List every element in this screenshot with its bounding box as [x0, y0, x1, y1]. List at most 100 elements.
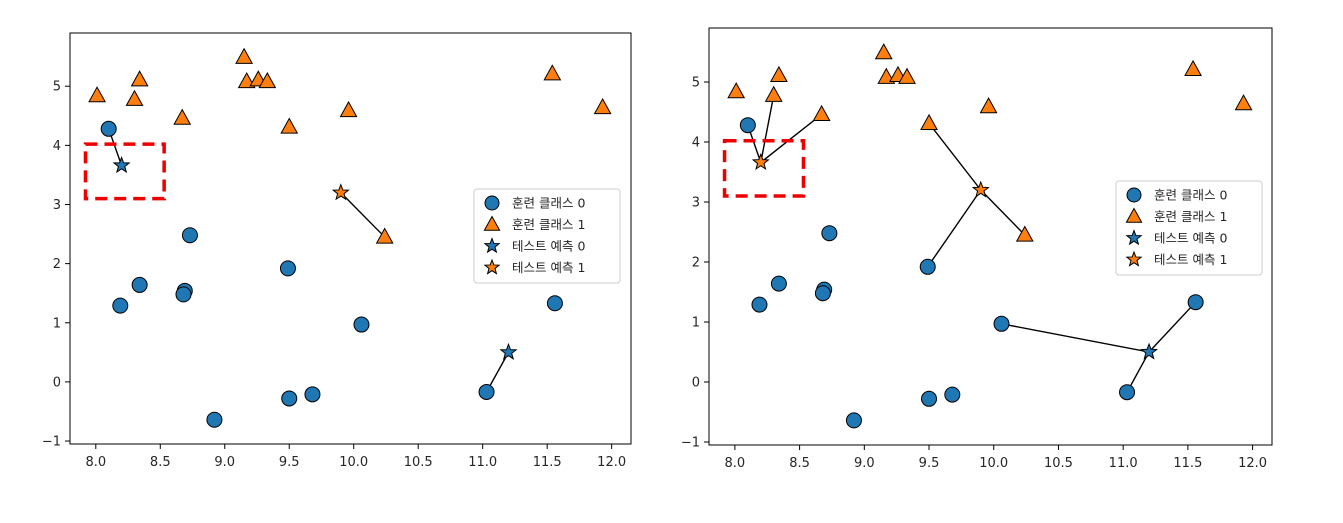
- x-tick-label: 9.5: [919, 456, 940, 471]
- y-tick-label: 4: [692, 136, 700, 151]
- legend: 훈련 클래스 0 훈련 클래스 1 테스트 예측 0 테스트 예측 1: [1115, 180, 1263, 276]
- y-tick-label: 1: [692, 316, 700, 331]
- y-tick-label: 1: [53, 316, 61, 331]
- plot-area-frame: [708, 27, 1273, 446]
- x-tick-label: 11.0: [1109, 456, 1138, 471]
- legend-label: 테스트 예측 0: [1154, 231, 1227, 246]
- train-class0-point: [100, 120, 117, 137]
- y-tick-label: 2: [53, 257, 61, 272]
- legend-class1-marker: [483, 215, 501, 231]
- neighbor-line: [980, 189, 1026, 236]
- y-tick-label: 0: [692, 376, 700, 391]
- train-class0-point: [919, 258, 936, 275]
- test-pred0-point: [1140, 342, 1159, 360]
- test-pred1-point: [971, 180, 990, 198]
- neighbor-line: [1001, 323, 1150, 353]
- train-class0-point: [1187, 294, 1204, 311]
- legend-label: 테스트 예측 1: [1154, 252, 1227, 267]
- train-class1-point: [979, 97, 998, 114]
- y-tick-label: 5: [53, 80, 61, 95]
- y-tick-label: 3: [692, 196, 700, 211]
- legend-label: 훈련 클래스 1: [512, 217, 585, 232]
- x-tick-label: 10.5: [404, 455, 433, 470]
- train-class0-point: [181, 227, 198, 244]
- train-class1-point: [173, 108, 192, 125]
- x-tick-label: 11.0: [468, 455, 497, 470]
- train-class1-point: [727, 82, 746, 99]
- train-class1-point: [543, 64, 562, 81]
- neighbor-line: [1148, 301, 1197, 353]
- train-class0-point: [944, 386, 961, 403]
- train-class0-point: [814, 285, 831, 302]
- x-tick-label: 8.0: [725, 456, 746, 471]
- legend-label: 훈련 클래스 0: [1154, 188, 1227, 203]
- train-class0-point: [353, 316, 370, 333]
- x-tick-label: 8.5: [150, 455, 171, 470]
- x-tick-label: 12.0: [1238, 456, 1267, 471]
- neighbor-line: [760, 95, 775, 163]
- x-tick-label: 9.0: [214, 455, 235, 470]
- highlight-box: [722, 139, 806, 198]
- neighbor-line: [927, 189, 982, 268]
- train-class1-point: [130, 70, 149, 87]
- train-class1-point: [339, 100, 358, 118]
- train-class1-point: [874, 43, 893, 60]
- legend-class0-marker: [1126, 187, 1142, 203]
- train-class1-point: [235, 47, 254, 64]
- x-tick-label: 11.5: [1173, 456, 1202, 471]
- x-tick-label: 12.0: [597, 455, 626, 470]
- neighbor-line: [760, 113, 823, 163]
- legend-class1-marker: [1125, 207, 1143, 223]
- legend-class0-marker: [484, 195, 500, 211]
- train-class0-point: [845, 412, 862, 429]
- test-pred0-point: [499, 342, 518, 360]
- train-class0-point: [131, 276, 148, 293]
- x-tick-label: 10.0: [339, 455, 368, 470]
- train-class0-point: [739, 117, 756, 134]
- legend-pred1-marker: [1125, 250, 1143, 267]
- train-class0-point: [175, 286, 192, 303]
- train-class1-point: [125, 89, 144, 106]
- legend: 훈련 클래스 0 훈련 클래스 1 테스트 예측 0 테스트 예측 1: [473, 188, 621, 284]
- train-class0-point: [751, 296, 768, 313]
- x-tick-label: 8.0: [85, 455, 106, 470]
- y-tick-label: 4: [53, 139, 61, 154]
- train-class0-point: [206, 411, 223, 428]
- test-pred1-point: [751, 152, 770, 171]
- train-class0-point: [304, 386, 321, 403]
- train-class1-point: [1015, 225, 1034, 242]
- train-class0-point: [770, 275, 787, 292]
- train-class1-point: [812, 104, 831, 122]
- train-class0-point: [281, 390, 298, 407]
- x-tick-label: 9.5: [279, 455, 300, 470]
- train-class1-point: [764, 85, 783, 102]
- y-tick-label: −1: [42, 435, 61, 450]
- train-class0-point: [821, 225, 838, 242]
- legend-frame: [1115, 180, 1263, 276]
- train-class1-point: [280, 117, 299, 134]
- legend-label: 훈련 클래스 1: [1154, 209, 1227, 224]
- train-class1-point: [898, 67, 916, 84]
- legend-frame: [473, 188, 621, 284]
- train-class0-point: [112, 297, 129, 314]
- x-tick-label: 9.0: [854, 456, 875, 471]
- legend-label: 테스트 예측 0: [512, 239, 585, 254]
- plot-area-frame: [69, 32, 632, 445]
- y-tick-label: 5: [692, 76, 700, 91]
- train-class1-point: [1234, 94, 1253, 111]
- y-tick-label: −1: [681, 436, 700, 451]
- train-class1-point: [593, 97, 612, 115]
- y-tick-label: 3: [53, 198, 61, 213]
- knn-plot-1-neighbor: 8.0 8.5 9.0 9.5 10.0 10.5 11.0 11.5 12.0 −1 0 1 2 3 4 5…: [42, 32, 632, 470]
- train-class0-point: [478, 383, 495, 400]
- x-tick-label: 10.0: [979, 456, 1008, 471]
- knn-plot-3-neighbors: 8.0 8.5 9.0 9.5 10.0 10.5 11.0 11.5 12.0 −1 0 1 2 3 4 5…: [681, 27, 1273, 471]
- train-class0-point: [993, 315, 1010, 332]
- train-class1-point: [258, 71, 277, 89]
- train-class0-point: [921, 390, 938, 407]
- legend-pred0-marker: [483, 237, 501, 254]
- test-pred1-point: [331, 183, 350, 201]
- train-class1-point: [920, 113, 938, 131]
- x-tick-label: 8.5: [789, 456, 810, 471]
